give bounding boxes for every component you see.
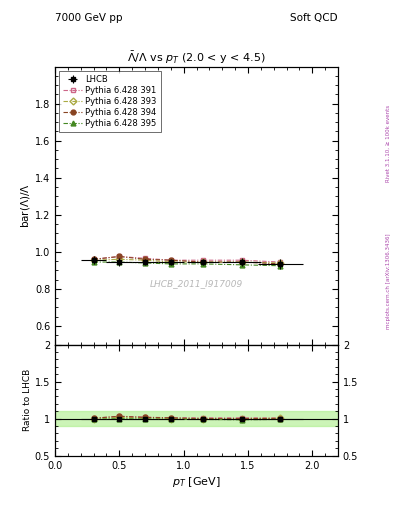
Text: Rivet 3.1.10, ≥ 100k events: Rivet 3.1.10, ≥ 100k events — [386, 105, 391, 182]
Bar — [55, 411, 338, 426]
Legend: LHCB, Pythia 6.428 391, Pythia 6.428 393, Pythia 6.428 394, Pythia 6.428 395: LHCB, Pythia 6.428 391, Pythia 6.428 393… — [59, 71, 161, 133]
Title: $\bar{\Lambda}/\Lambda$ vs $p_T$ (2.0 < y < 4.5): $\bar{\Lambda}/\Lambda$ vs $p_T$ (2.0 < … — [127, 50, 266, 67]
Y-axis label: Ratio to LHCB: Ratio to LHCB — [23, 369, 32, 431]
Text: LHCB_2011_I917009: LHCB_2011_I917009 — [150, 279, 243, 288]
Text: mcplots.cern.ch [arXiv:1306.3436]: mcplots.cern.ch [arXiv:1306.3436] — [386, 234, 391, 329]
Text: Soft QCD: Soft QCD — [290, 13, 338, 23]
Text: 7000 GeV pp: 7000 GeV pp — [55, 13, 123, 23]
X-axis label: $p_T$ [GeV]: $p_T$ [GeV] — [172, 475, 221, 489]
Y-axis label: bar($\Lambda$)/$\Lambda$: bar($\Lambda$)/$\Lambda$ — [19, 183, 32, 228]
